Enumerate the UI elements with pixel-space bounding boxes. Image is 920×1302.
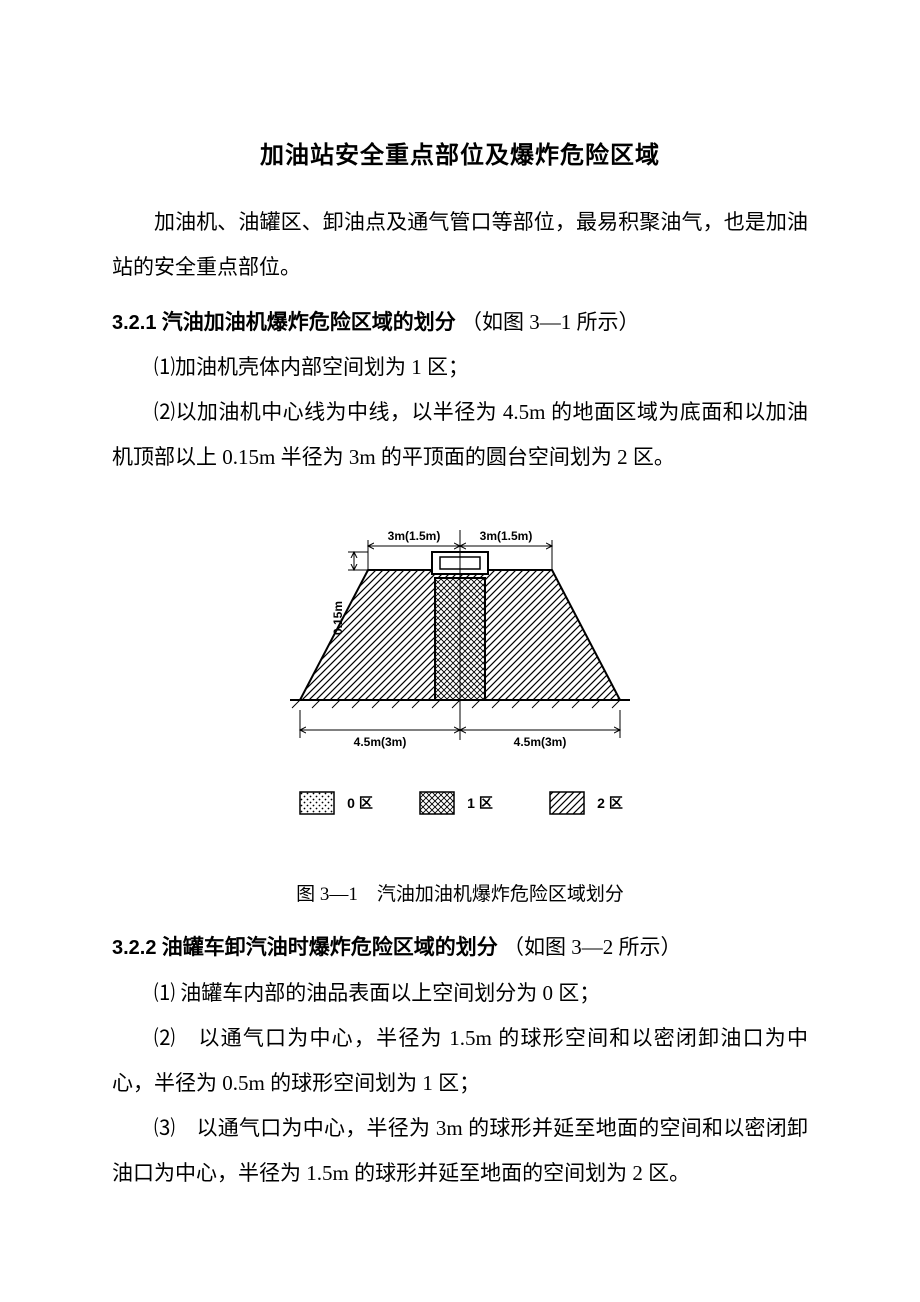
diagram-svg: 3m(1.5m) 3m(1.5m) 0.15m 4.5m(3m) 4.5m(3m… — [240, 510, 680, 830]
sec2-item-1: ⑴ 油罐车内部的油品表面以上空间划分为 0 区； — [112, 971, 808, 1016]
section-title: 汽油加油机爆炸危险区域的划分 — [162, 311, 456, 334]
section-3-2-2-heading: 3.2.2 油罐车卸汽油时爆炸危险区域的划分 （如图 3—2 所示） — [112, 925, 808, 970]
sec2-item-2: ⑵ 以通气口为中心，半径为 1.5m 的球形空间和以密闭卸油口为中心，半径为 0… — [112, 1016, 808, 1106]
dim-top-left: 3m(1.5m) — [388, 529, 441, 543]
dim-top-right: 3m(1.5m) — [480, 529, 533, 543]
legend-2-label: 2 区 — [597, 795, 623, 811]
figure-3-1-caption: 图 3—1 汽油加油机爆炸危险区域划分 — [112, 875, 808, 916]
sec1-item-2: ⑵以加油机中心线为中线，以半径为 4.5m 的地面区域为底面和以加油机顶部以上 … — [112, 390, 808, 480]
sec1-item-1: ⑴加油机壳体内部空间划为 1 区； — [112, 345, 808, 390]
sec2-item-3: ⑶ 以通气口为中心，半径为 3m 的球形并延至地面的空间和以密闭卸油口为中心，半… — [112, 1106, 808, 1196]
intro-paragraph: 加油机、油罐区、卸油点及通气管口等部位，最易积聚油气，也是加油站的安全重点部位。 — [112, 200, 808, 290]
section-number: 3.2.1 — [112, 312, 156, 334]
legend-0-label: 0 区 — [347, 795, 373, 811]
legend-1-label: 1 区 — [467, 795, 493, 811]
dim-bottom-left: 4.5m(3m) — [354, 735, 407, 749]
document-page: 加油站安全重点部位及爆炸危险区域 加油机、油罐区、卸油点及通气管口等部位，最易积… — [0, 0, 920, 1276]
page-title: 加油站安全重点部位及爆炸危险区域 — [112, 130, 808, 182]
section-3-2-1-heading: 3.2.1 汽油加油机爆炸危险区域的划分 （如图 3—1 所示） — [112, 300, 808, 345]
section-note: （如图 3—1 所示） — [461, 310, 640, 334]
dim-bottom-right: 4.5m(3m) — [514, 735, 567, 749]
section-note-2: （如图 3—2 所示） — [503, 935, 682, 959]
section-title-2: 油罐车卸汽油时爆炸危险区域的划分 — [162, 936, 498, 959]
figure-3-1: 3m(1.5m) 3m(1.5m) 0.15m 4.5m(3m) 4.5m(3m… — [112, 510, 808, 846]
dim-left-vertical: 0.15m — [331, 601, 345, 635]
section-number-2: 3.2.2 — [112, 937, 156, 959]
